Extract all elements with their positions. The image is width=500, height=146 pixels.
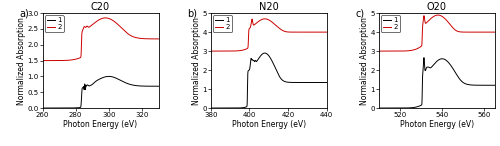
1: [258, 55, 264, 57]
1: [221, 107, 227, 109]
1: [52, 107, 59, 109]
1: [252, 60, 258, 61]
Line: 2: 2: [42, 18, 158, 61]
1: [420, 62, 426, 64]
Title: N20: N20: [259, 2, 278, 12]
2: [324, 31, 330, 33]
2: [420, 17, 426, 19]
2: [221, 50, 227, 52]
1: [154, 85, 160, 87]
1: [492, 84, 498, 86]
1: [40, 107, 46, 109]
Text: a): a): [20, 8, 29, 18]
Line: 1: 1: [210, 53, 327, 108]
2: [490, 31, 496, 33]
1: [324, 82, 330, 83]
Text: c): c): [356, 8, 365, 18]
2: [102, 17, 108, 19]
Legend: 1, 2: 1, 2: [44, 15, 64, 32]
2: [89, 24, 95, 26]
1: [106, 75, 112, 77]
2: [84, 25, 90, 27]
2: [258, 19, 264, 21]
1: [156, 85, 162, 87]
2: [208, 50, 214, 52]
2: [252, 23, 258, 25]
Title: C20: C20: [91, 2, 110, 12]
Legend: 1, 2: 1, 2: [213, 15, 232, 32]
2: [322, 31, 328, 33]
X-axis label: Photon Energy (eV): Photon Energy (eV): [64, 120, 138, 129]
1: [421, 57, 427, 59]
1: [262, 52, 268, 54]
2: [492, 31, 498, 33]
1: [60, 107, 66, 109]
Text: b): b): [188, 8, 198, 18]
1: [376, 107, 382, 109]
2: [154, 38, 160, 40]
2: [389, 50, 395, 52]
2: [141, 38, 147, 40]
2: [435, 14, 441, 16]
Line: 1: 1: [42, 76, 158, 108]
Line: 1: 1: [379, 58, 495, 108]
Y-axis label: Normalized Absorption: Normalized Absorption: [360, 17, 369, 105]
2: [376, 50, 382, 52]
1: [89, 84, 95, 86]
1: [389, 107, 395, 109]
2: [478, 31, 484, 33]
1: [478, 84, 484, 86]
1: [490, 84, 496, 86]
X-axis label: Photon Energy (eV): Photon Energy (eV): [232, 120, 306, 129]
2: [52, 60, 59, 61]
2: [396, 50, 402, 52]
Title: O20: O20: [427, 2, 447, 12]
Y-axis label: Normalized Absorption: Normalized Absorption: [16, 17, 26, 105]
X-axis label: Photon Energy (eV): Photon Energy (eV): [400, 120, 474, 129]
2: [426, 20, 432, 22]
2: [40, 60, 46, 61]
Y-axis label: Normalized Absorption: Normalized Absorption: [192, 17, 200, 105]
1: [426, 66, 432, 68]
1: [309, 82, 315, 83]
Line: 2: 2: [210, 19, 327, 51]
2: [156, 38, 162, 40]
1: [208, 107, 214, 109]
2: [60, 60, 66, 61]
1: [396, 107, 402, 109]
Line: 2: 2: [379, 15, 495, 51]
1: [228, 107, 234, 109]
1: [322, 82, 328, 83]
Legend: 1, 2: 1, 2: [381, 15, 400, 32]
1: [84, 84, 90, 86]
2: [262, 18, 268, 20]
2: [228, 50, 234, 52]
1: [141, 85, 147, 87]
2: [309, 31, 315, 33]
